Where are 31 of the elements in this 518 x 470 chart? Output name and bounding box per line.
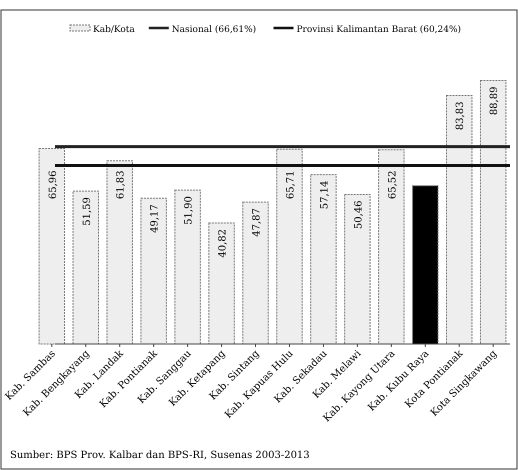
data-label: 65,96 — [48, 170, 59, 200]
bar — [310, 174, 337, 344]
data-label: 49,17 — [150, 204, 161, 233]
legend-label: Nasional (66,61%) — [172, 25, 256, 35]
data-label: 65,71 — [285, 170, 296, 200]
bar — [344, 194, 371, 344]
legend-label: Kab/Kota — [93, 25, 136, 35]
data-label: 83,83 — [455, 102, 466, 130]
data-label: 61,83 — [116, 170, 127, 200]
bar — [480, 80, 506, 344]
data-label: 47,87 — [252, 208, 263, 237]
bar — [276, 148, 303, 344]
text: Sumber: BPS Prov. Kalbar dan BPS-RI, Susenas 2003-2013 — [10, 450, 310, 461]
bar — [38, 148, 66, 344]
data-label: 40,82 — [218, 229, 229, 258]
data-label: 65,52 — [387, 170, 398, 200]
data-label: 57,14 — [319, 180, 330, 210]
data-label: 50,46 — [353, 200, 364, 230]
bar — [140, 198, 167, 344]
bar — [242, 202, 269, 344]
bar — [378, 149, 405, 344]
legend-label: Provinsi Kalimantan Barat (60,24%) — [296, 25, 462, 35]
bar — [106, 160, 133, 344]
bar — [412, 185, 439, 344]
bar — [174, 190, 201, 344]
data-label: 88,89 — [489, 86, 500, 116]
data-label: 51,59 — [82, 197, 93, 226]
bar — [72, 190, 99, 344]
data-label: 51,90 — [184, 196, 195, 225]
bar — [208, 222, 235, 344]
bar — [446, 95, 472, 344]
